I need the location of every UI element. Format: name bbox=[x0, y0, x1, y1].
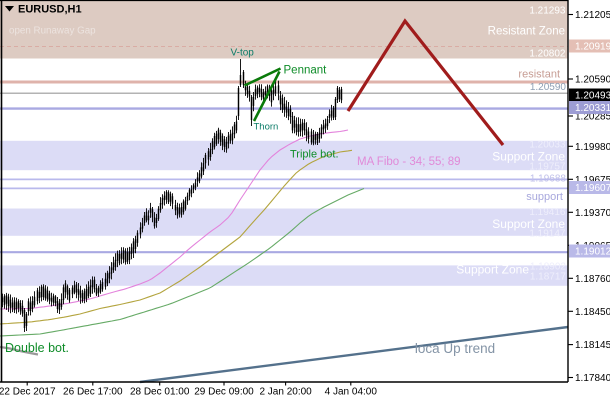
svg-text:1.19607: 1.19607 bbox=[575, 183, 610, 194]
svg-text:1.19370: 1.19370 bbox=[575, 208, 610, 219]
svg-text:1.18760: 1.18760 bbox=[575, 274, 610, 285]
svg-text:1.19675: 1.19675 bbox=[575, 175, 610, 186]
svg-text:Support Zone: Support Zone bbox=[492, 150, 565, 164]
svg-text:Thorn: Thorn bbox=[254, 122, 279, 133]
svg-text:V-top: V-top bbox=[231, 48, 255, 59]
svg-text:Triple bot.: Triple bot. bbox=[290, 149, 339, 161]
svg-text:1.20802: 1.20802 bbox=[529, 49, 566, 60]
svg-text:Support Zone: Support Zone bbox=[492, 217, 565, 231]
svg-text:1.21205: 1.21205 bbox=[575, 10, 610, 21]
svg-text:1.21293: 1.21293 bbox=[529, 6, 566, 17]
svg-text:2 Jan 20:00: 2 Jan 20:00 bbox=[259, 387, 312, 398]
svg-text:MA Fibo - 34; 55; 89: MA Fibo - 34; 55; 89 bbox=[357, 156, 461, 168]
svg-text:1.20033: 1.20033 bbox=[529, 140, 566, 151]
svg-text:1.18902: 1.18902 bbox=[530, 262, 567, 273]
svg-text:1.19147: 1.19147 bbox=[529, 229, 566, 240]
svg-text:1.18450: 1.18450 bbox=[575, 307, 610, 318]
svg-text:1.20590: 1.20590 bbox=[575, 75, 610, 86]
svg-text:1.20493: 1.20493 bbox=[575, 91, 610, 102]
svg-text:open Runaway Gap: open Runaway Gap bbox=[9, 26, 96, 37]
svg-text:Resistant Zone: Resistant Zone bbox=[488, 26, 565, 38]
svg-text:29 Dec 09:00: 29 Dec 09:00 bbox=[194, 387, 254, 398]
svg-text:resistant: resistant bbox=[518, 69, 560, 81]
svg-text:1.20331: 1.20331 bbox=[575, 103, 610, 114]
svg-text:1.20590: 1.20590 bbox=[530, 82, 567, 93]
svg-text:support: support bbox=[526, 191, 563, 203]
svg-text:22 Dec 2017: 22 Dec 2017 bbox=[0, 387, 56, 398]
svg-text:1.18145: 1.18145 bbox=[575, 340, 610, 351]
svg-text:1.19757: 1.19757 bbox=[529, 162, 566, 173]
svg-text:Support Zone: Support Zone bbox=[456, 263, 529, 277]
svg-text:loca Up trend: loca Up trend bbox=[415, 341, 495, 356]
svg-text:1.18717: 1.18717 bbox=[530, 272, 567, 283]
svg-text:4 Jan 04:00: 4 Jan 04:00 bbox=[325, 387, 378, 398]
svg-text:Double bot.: Double bot. bbox=[5, 341, 69, 355]
svg-text:1.20285: 1.20285 bbox=[575, 112, 610, 123]
svg-text:1.20919: 1.20919 bbox=[575, 42, 610, 53]
svg-text:26 Dec 17:00: 26 Dec 17:00 bbox=[63, 387, 123, 398]
svg-text:1.17840: 1.17840 bbox=[575, 373, 610, 384]
svg-text:1.19012: 1.19012 bbox=[575, 247, 610, 258]
svg-text:Pennant: Pennant bbox=[284, 65, 328, 77]
svg-text:EURUSD,H1: EURUSD,H1 bbox=[18, 4, 82, 16]
svg-text:1.19980: 1.19980 bbox=[575, 142, 610, 153]
svg-text:28 Dec 01:00: 28 Dec 01:00 bbox=[130, 387, 190, 398]
svg-text:1.19688: 1.19688 bbox=[530, 174, 567, 185]
svg-text:1.19416: 1.19416 bbox=[529, 207, 566, 218]
